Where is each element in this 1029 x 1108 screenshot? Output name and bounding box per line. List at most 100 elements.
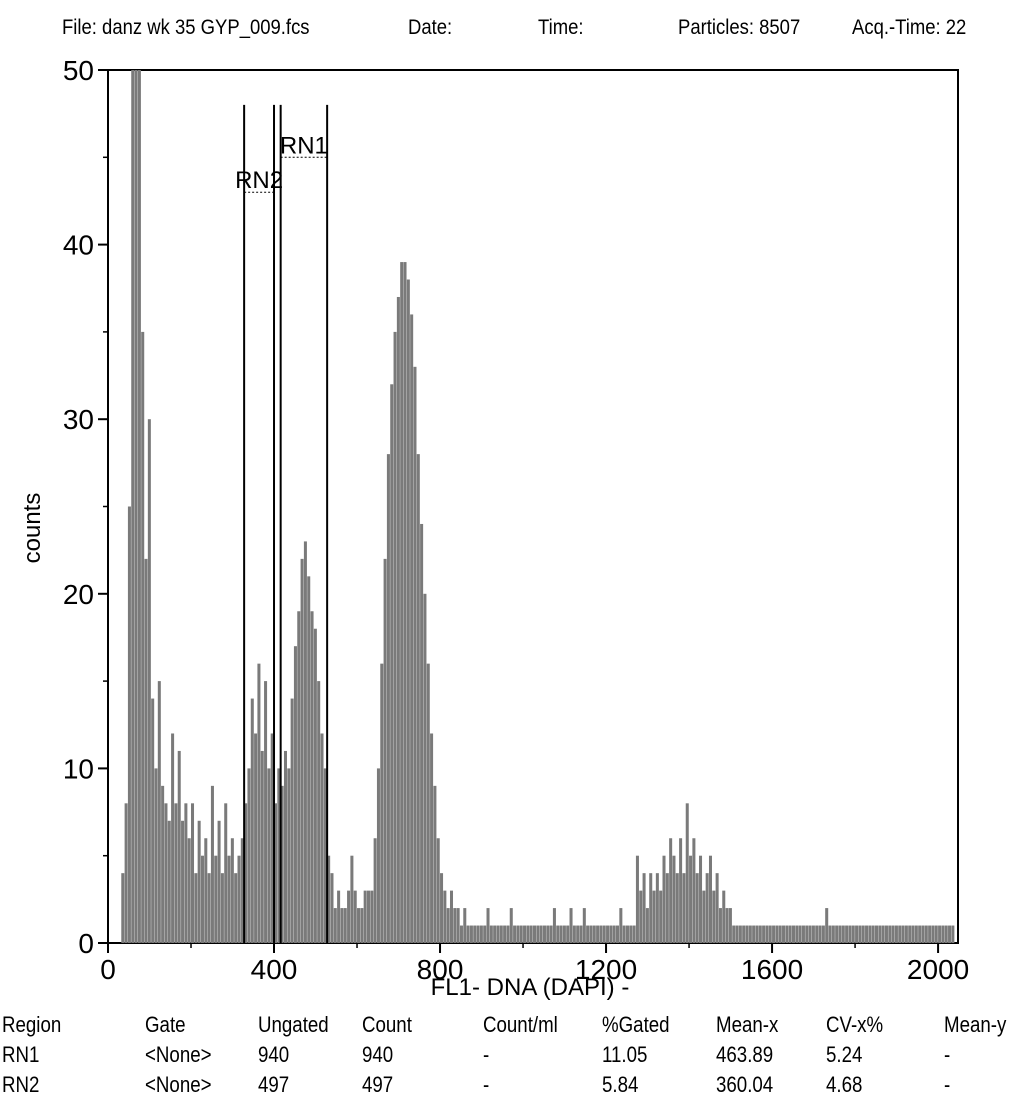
histogram-bar xyxy=(902,926,905,943)
date-label: Date: xyxy=(408,16,452,40)
histogram-bar xyxy=(423,594,426,943)
histogram-bar xyxy=(666,873,669,943)
histogram-bar xyxy=(141,332,144,943)
histogram-bar xyxy=(606,926,609,943)
histogram-bar xyxy=(437,838,440,943)
histogram-bar xyxy=(121,873,124,943)
stats-cell: <None> xyxy=(145,1042,212,1068)
histogram-bar xyxy=(779,926,782,943)
histogram-bar xyxy=(835,926,838,943)
histogram-bar xyxy=(487,908,490,943)
histogram-bar xyxy=(633,926,636,943)
histogram-bar xyxy=(802,926,805,943)
histogram-bar xyxy=(364,891,367,943)
histogram-bar xyxy=(716,873,719,943)
histogram-bar xyxy=(267,768,270,943)
histogram-bar xyxy=(898,926,901,943)
histogram-bar xyxy=(812,926,815,943)
histogram-bar xyxy=(895,926,898,943)
stats-cell: 463.89 xyxy=(716,1042,773,1068)
histogram-bar xyxy=(566,926,569,943)
histogram-bar xyxy=(131,70,134,943)
histogram-bar xyxy=(858,926,861,943)
stats-cell: 497 xyxy=(362,1072,393,1098)
histogram-bar xyxy=(772,926,775,943)
histogram-bar xyxy=(257,664,260,943)
histogram-bar xyxy=(819,926,822,943)
histogram-bar xyxy=(593,926,596,943)
histogram-bar xyxy=(370,891,373,943)
histogram-bar xyxy=(925,926,928,943)
histogram-bar xyxy=(586,926,589,943)
plot-area: RN1RN2 xyxy=(108,70,958,943)
histogram-bar xyxy=(228,856,231,943)
histogram-bar xyxy=(613,926,616,943)
x-tick-label: 0 xyxy=(100,954,116,985)
histogram-bar xyxy=(516,926,519,943)
histogram-bar xyxy=(755,926,758,943)
histogram-bar xyxy=(769,926,772,943)
histogram-bar xyxy=(154,768,157,943)
histogram-bar xyxy=(523,926,526,943)
histogram-bar xyxy=(174,803,177,943)
histogram-bar xyxy=(181,821,184,943)
stats-header-cell: %Gated xyxy=(602,1012,670,1038)
histogram-bar xyxy=(440,873,443,943)
histogram-bar xyxy=(367,891,370,943)
histogram-bar xyxy=(563,926,566,943)
x-axis-label: FL1- DNA (DAPI) - xyxy=(431,974,630,1001)
histogram-bar xyxy=(321,733,324,943)
histogram-bar xyxy=(443,891,446,943)
histogram-bar xyxy=(752,926,755,943)
histogram-bar xyxy=(616,926,619,943)
y-axis-label: counts xyxy=(19,493,46,564)
histogram-bar xyxy=(128,507,131,944)
histogram-bar xyxy=(204,838,207,943)
histogram-bar xyxy=(397,297,400,943)
histogram-bar xyxy=(184,803,187,943)
histogram-bar xyxy=(609,926,612,943)
histogram-bar xyxy=(649,873,652,943)
histogram-bar xyxy=(692,838,695,943)
histogram-bar xyxy=(672,856,675,943)
histogram-bar xyxy=(653,891,656,943)
histogram-bar xyxy=(334,908,337,943)
histogram-bar xyxy=(822,926,825,943)
histogram-bar xyxy=(536,926,539,943)
histogram-bar xyxy=(374,838,377,943)
region-label: RN1 xyxy=(280,132,328,159)
histogram-bar xyxy=(208,873,211,943)
histogram-bar xyxy=(918,926,921,943)
histogram-bar xyxy=(852,926,855,943)
histogram-bar xyxy=(151,699,154,943)
histogram-bar xyxy=(344,908,347,943)
histogram-bar xyxy=(410,314,413,943)
histogram-bar xyxy=(928,926,931,943)
histogram-bar xyxy=(384,559,387,943)
stats-cell: 940 xyxy=(362,1042,393,1068)
histogram-bar xyxy=(579,926,582,943)
y-tick-label: 20 xyxy=(63,579,94,610)
histogram-bar xyxy=(759,926,762,943)
histogram-bar xyxy=(513,926,516,943)
histogram-bar xyxy=(872,926,875,943)
histogram-bar xyxy=(530,926,533,943)
histogram-bar xyxy=(284,751,287,943)
histogram-bar xyxy=(540,926,543,943)
histogram-bar xyxy=(553,908,556,943)
histogram-bar xyxy=(935,926,938,943)
histogram-bar xyxy=(865,926,868,943)
histogram-chart: RN1RN2 01020304050 0400800120016002000 c… xyxy=(0,50,1029,1010)
histogram-bar xyxy=(878,926,881,943)
stats-cell: RN2 xyxy=(2,1072,39,1098)
stats-cell: 5.84 xyxy=(602,1072,638,1098)
histogram-bar xyxy=(596,926,599,943)
histogram-bar xyxy=(702,891,705,943)
histogram-bar xyxy=(158,681,161,943)
histogram-bar xyxy=(201,856,204,943)
histogram-bar xyxy=(921,926,924,943)
histogram-bar xyxy=(148,419,151,943)
histogram-bar xyxy=(496,926,499,943)
histogram-bar xyxy=(450,891,453,943)
histogram-bar xyxy=(304,541,307,943)
